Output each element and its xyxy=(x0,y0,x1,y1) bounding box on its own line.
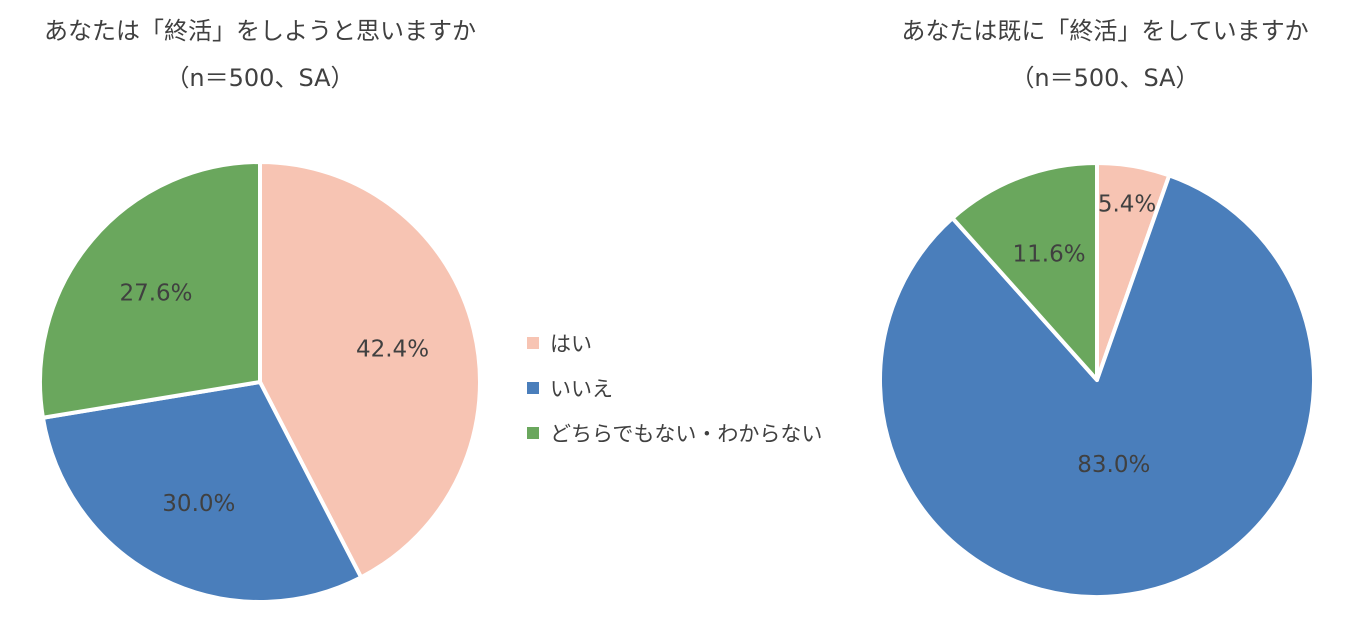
pie-slice-no xyxy=(878,173,1316,599)
pie-slice-yes xyxy=(258,160,482,580)
left-chart-title: あなたは「終活」をしようと思いますか （n＝500、SA） xyxy=(0,14,520,95)
data-label-neither: 11.6% xyxy=(1013,241,1086,267)
data-label-no: 83.0% xyxy=(1077,452,1150,478)
legend-label-no: いいえ xyxy=(550,377,613,401)
right-chart-title: あなたは既に「終活」をしていますか （n＝500、SA） xyxy=(850,14,1360,95)
left-chart-title-main: あなたは「終活」をしようと思いますか xyxy=(44,17,476,45)
left-pie-chart: 42.4% 30.0% 27.6% xyxy=(38,160,482,604)
pie-slice-neither xyxy=(38,160,262,420)
legend-swatch-no xyxy=(527,382,539,394)
data-label-no: 30.0% xyxy=(162,491,235,517)
legend-item-no: いいえ xyxy=(527,373,847,403)
data-label-neither: 27.6% xyxy=(119,281,192,307)
legend-swatch-yes xyxy=(527,337,539,349)
right-chart-subtitle: （n＝500、SA） xyxy=(1010,64,1200,92)
pie-slice-no xyxy=(40,380,364,604)
left-chart-subtitle: （n＝500、SA） xyxy=(165,64,355,92)
right-chart-title-main: あなたは既に「終活」をしていますか xyxy=(901,17,1309,45)
legend-label-neither: どちらでもない・わからない xyxy=(550,422,823,446)
pie-slice-neither xyxy=(950,161,1099,382)
chart-legend: はい いいえ どちらでもない・わからない xyxy=(527,328,847,463)
legend-swatch-neither xyxy=(527,427,539,439)
data-label-yes: 5.4% xyxy=(1098,192,1156,218)
legend-label-yes: はい xyxy=(550,332,592,356)
right-pie-chart: 5.4% 83.0% 11.6% xyxy=(878,161,1316,599)
legend-item-yes: はい xyxy=(527,328,847,358)
legend-item-neither: どちらでもない・わからない xyxy=(527,418,847,448)
data-label-yes: 42.4% xyxy=(356,337,429,363)
